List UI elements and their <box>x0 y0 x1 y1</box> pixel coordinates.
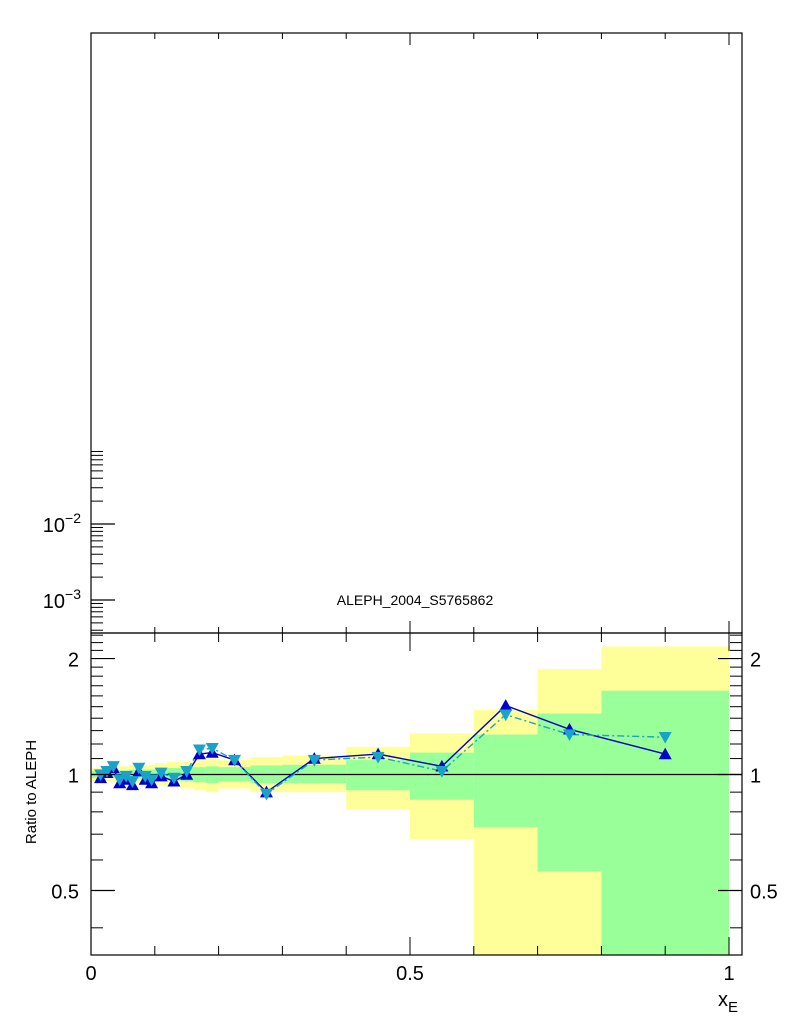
main-panel: 10−2 10−3 ALEPH_2004_S5765862 <box>43 32 743 634</box>
series-2-point <box>435 766 449 778</box>
series-1-point <box>499 699 513 711</box>
main-ytick-label: 10−3 <box>43 586 81 613</box>
series-2-point <box>100 766 114 778</box>
main-frame <box>90 32 743 634</box>
ratio-ylabel: Ratio to ALEPH <box>23 740 40 844</box>
ratio-ytick-label-right: 0.5 <box>750 881 778 903</box>
ratio-ytick-label-right: 2 <box>750 650 761 672</box>
ratio-ytick-label-left: 2 <box>68 650 79 672</box>
series-2-point <box>132 762 146 775</box>
series-2-point <box>228 754 242 767</box>
series-2-point <box>180 766 194 778</box>
series-2-point <box>167 772 181 785</box>
series-2-point <box>499 709 513 722</box>
ratio-ytick-label-left: 0.5 <box>51 881 79 903</box>
series-2-point <box>106 761 120 773</box>
xaxis-title: xE <box>718 989 738 1016</box>
series-2-point <box>205 743 219 755</box>
series-1-point <box>658 747 672 760</box>
ratio-ytick-label-right: 1 <box>750 766 761 788</box>
series-2-point <box>94 769 108 782</box>
series-2-point <box>259 788 273 801</box>
series-2-point <box>138 770 152 783</box>
green-band <box>473 734 538 828</box>
green-band <box>346 760 410 791</box>
series-2-point <box>113 774 127 787</box>
ratio-xtick-label: 0 <box>85 963 96 985</box>
ratio-xtick-label: 1 <box>723 963 734 985</box>
series-2-point <box>307 754 321 767</box>
series-2-point <box>145 774 159 787</box>
ratio-xtick-label: 0.5 <box>396 963 424 985</box>
series-2-point <box>563 729 576 742</box>
series-2-point <box>658 731 672 744</box>
series-2-point <box>192 744 206 757</box>
ratio-frame <box>90 632 743 956</box>
green-band <box>601 690 729 955</box>
main-ytick-label: 10−2 <box>43 510 81 537</box>
series-2-point <box>154 767 168 780</box>
ratio-panel: 0.5 0.5 1 1 2 2 0 0.5 1 Ratio to ALEPH xE <box>23 632 778 1016</box>
analysis-label: ALEPH_2004_S5765862 <box>337 592 494 608</box>
ratio-ytick-label-left: 1 <box>68 766 79 788</box>
series-2-point <box>125 776 139 788</box>
series-2-point <box>371 751 385 764</box>
series-2-point <box>119 770 133 783</box>
